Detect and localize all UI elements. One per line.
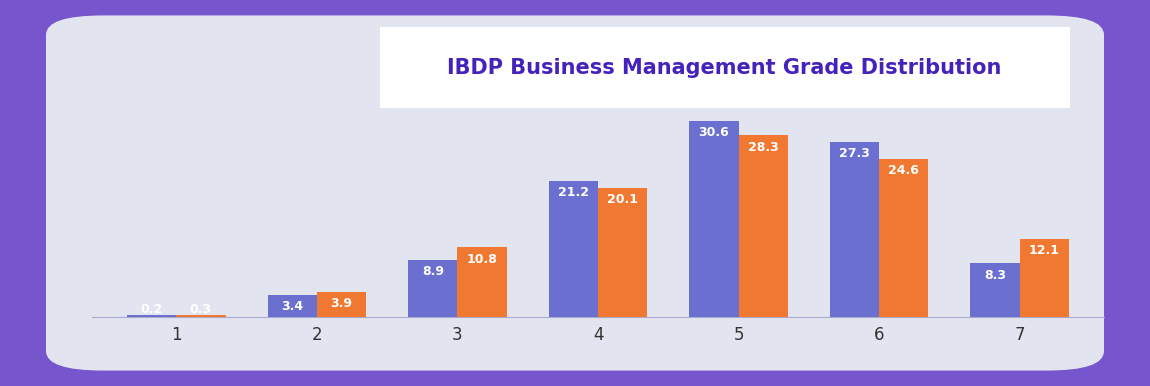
Bar: [176, 315, 225, 317]
Text: IBDP Business Management Grade Distribution: IBDP Business Management Grade Distribut…: [447, 58, 1002, 78]
Text: 27.3: 27.3: [840, 147, 869, 160]
Bar: [738, 135, 788, 317]
Text: 3.9: 3.9: [330, 297, 353, 310]
Bar: [689, 121, 738, 317]
Text: 30.6: 30.6: [698, 126, 729, 139]
Bar: [268, 295, 317, 317]
Text: 3.4: 3.4: [282, 300, 304, 313]
Bar: [879, 159, 928, 317]
Bar: [408, 260, 458, 317]
Bar: [598, 188, 647, 317]
Text: 28.3: 28.3: [748, 141, 779, 154]
Bar: [971, 263, 1020, 317]
Bar: [128, 315, 176, 317]
Bar: [830, 142, 879, 317]
Text: 8.3: 8.3: [984, 269, 1006, 281]
Text: 0.3: 0.3: [190, 303, 212, 316]
Text: 24.6: 24.6: [888, 164, 919, 177]
Bar: [549, 181, 598, 317]
Text: 10.8: 10.8: [467, 252, 498, 266]
Bar: [458, 247, 507, 317]
Text: 12.1: 12.1: [1029, 244, 1060, 257]
Bar: [317, 291, 366, 317]
Text: 20.1: 20.1: [607, 193, 638, 206]
Text: 21.2: 21.2: [558, 186, 589, 199]
Text: 0.2: 0.2: [140, 303, 163, 316]
Text: 8.9: 8.9: [422, 265, 444, 278]
Bar: [1020, 239, 1068, 317]
